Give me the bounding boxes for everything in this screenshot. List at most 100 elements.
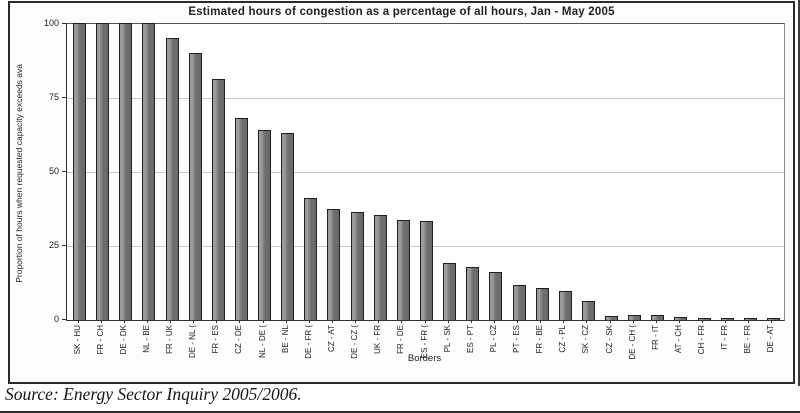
bar-fr-be: [535, 287, 549, 320]
x-tick-mark: [378, 320, 380, 323]
x-tick-label: UK - FR: [373, 325, 383, 354]
bar-uk-fr: [373, 215, 387, 320]
x-tick-mark: [470, 320, 472, 323]
bar-nl-de: [258, 129, 272, 320]
y-tick-mark-75: [62, 97, 66, 98]
x-tick-label: BE - FR: [743, 325, 753, 354]
x-tick-mark: [586, 320, 588, 323]
x-tick-mark: [678, 320, 680, 323]
x-axis-title: Borders: [407, 353, 442, 364]
x-tick-mark: [702, 320, 704, 323]
y-tick-mark-25: [62, 245, 66, 246]
x-tick-mark: [193, 320, 195, 323]
x-tick-label: IT - FR: [720, 325, 730, 350]
chart-title: Estimated hours of congestion as a perce…: [188, 6, 615, 18]
bar-fr-uk: [165, 37, 179, 320]
x-tick-label: PT - ES: [512, 325, 522, 353]
bar-nl-be: [142, 23, 156, 320]
x-tick-mark: [632, 320, 634, 323]
x-tick-mark: [748, 320, 750, 323]
bar-pt-es: [512, 284, 526, 320]
x-tick-mark: [725, 320, 727, 323]
scan-edge-right: [798, 0, 800, 386]
bar-cz-de: [234, 117, 248, 320]
x-tick-label: CZ - DE: [234, 325, 244, 354]
gridline-y-75: [67, 98, 784, 99]
bar-cz-pl: [558, 290, 572, 320]
bar-ch-fr: [697, 318, 711, 320]
y-tick-label-50: 50: [48, 166, 59, 176]
x-tick-label: FR - UK: [165, 325, 175, 354]
y-tick-mark-0: [62, 319, 66, 320]
x-tick-label: BE - NL: [280, 325, 290, 354]
bar-sk-hu: [73, 23, 87, 320]
x-tick-label: CZ - SK: [604, 325, 614, 354]
bar-cz-sk: [605, 316, 619, 320]
bar-es-fr: [420, 221, 433, 320]
x-tick-mark: [285, 320, 287, 323]
x-tick-label: CH - FR: [697, 325, 707, 355]
bar-de-cz: [350, 212, 364, 320]
x-tick-mark: [540, 320, 542, 323]
x-tick-mark: [239, 320, 241, 323]
plot-area: [66, 23, 785, 321]
scan-edge-bottom: [0, 411, 800, 413]
x-tick-mark: [262, 320, 264, 323]
x-tick-label: FR - CH: [95, 325, 105, 355]
x-tick-label: CZ - PL: [558, 325, 568, 353]
bar-de-fr: [304, 197, 318, 320]
x-tick-mark: [517, 320, 519, 323]
bar-it-fr: [720, 318, 734, 320]
y-tick-label-100: 100: [43, 18, 59, 28]
x-tick-mark: [609, 320, 611, 323]
x-tick-label: DE - AT: [766, 325, 776, 353]
x-tick-label: PL - SK: [442, 325, 452, 353]
x-tick-mark: [563, 320, 565, 323]
y-tick-mark-50: [62, 171, 66, 172]
bar-pl-sk: [443, 262, 457, 320]
x-tick-mark: [77, 320, 79, 323]
x-tick-mark: [655, 320, 657, 323]
x-tick-label: PL - CZ: [488, 325, 498, 353]
x-tick-mark: [447, 320, 449, 323]
x-tick-label: FR - ES: [211, 325, 221, 354]
x-tick-mark: [100, 320, 102, 323]
x-tick-label: AT - CH: [673, 325, 683, 354]
gridline-y-50: [67, 172, 784, 173]
bar-de-at: [766, 318, 780, 320]
bar-fr-ch: [96, 23, 110, 320]
chart-figure: Estimated hours of congestion as a perce…: [8, 1, 795, 384]
y-tick-label-75: 75: [48, 92, 59, 102]
x-tick-label: SK - HU: [72, 325, 82, 355]
x-tick-mark: [146, 320, 148, 323]
bar-pl-cz: [489, 271, 503, 320]
x-tick-mark: [170, 320, 172, 323]
bar-de-dk: [119, 23, 133, 320]
bar-at-ch: [674, 316, 688, 320]
bar-fr-it: [651, 315, 665, 320]
bar-fr-es: [211, 79, 225, 320]
x-tick-label: FR - DE: [396, 325, 406, 354]
y-tick-mark-100: [62, 23, 66, 24]
x-tick-mark: [216, 320, 218, 323]
x-tick-label: CZ - AT: [326, 325, 336, 352]
x-tick-label: ES - PT: [465, 325, 475, 354]
bar-sk-cz: [581, 301, 595, 320]
x-tick-mark: [123, 320, 125, 323]
x-tick-mark: [331, 320, 333, 323]
x-tick-label: DE - DK: [118, 325, 128, 355]
bar-be-fr: [743, 318, 757, 320]
bar-de-nl: [188, 52, 202, 320]
x-tick-mark: [424, 320, 426, 323]
x-tick-mark: [493, 320, 495, 323]
x-tick-mark: [401, 320, 403, 323]
x-tick-mark: [355, 320, 357, 323]
bar-be-nl: [281, 132, 295, 320]
x-tick-label: SK - CZ: [581, 325, 591, 354]
bar-cz-at: [327, 209, 341, 320]
bar-de-ch: [628, 314, 642, 320]
x-tick-label: FR - IT: [650, 325, 660, 350]
y-tick-label-25: 25: [48, 240, 59, 250]
bar-fr-de: [396, 219, 410, 320]
y-tick-label-0: 0: [53, 314, 59, 324]
